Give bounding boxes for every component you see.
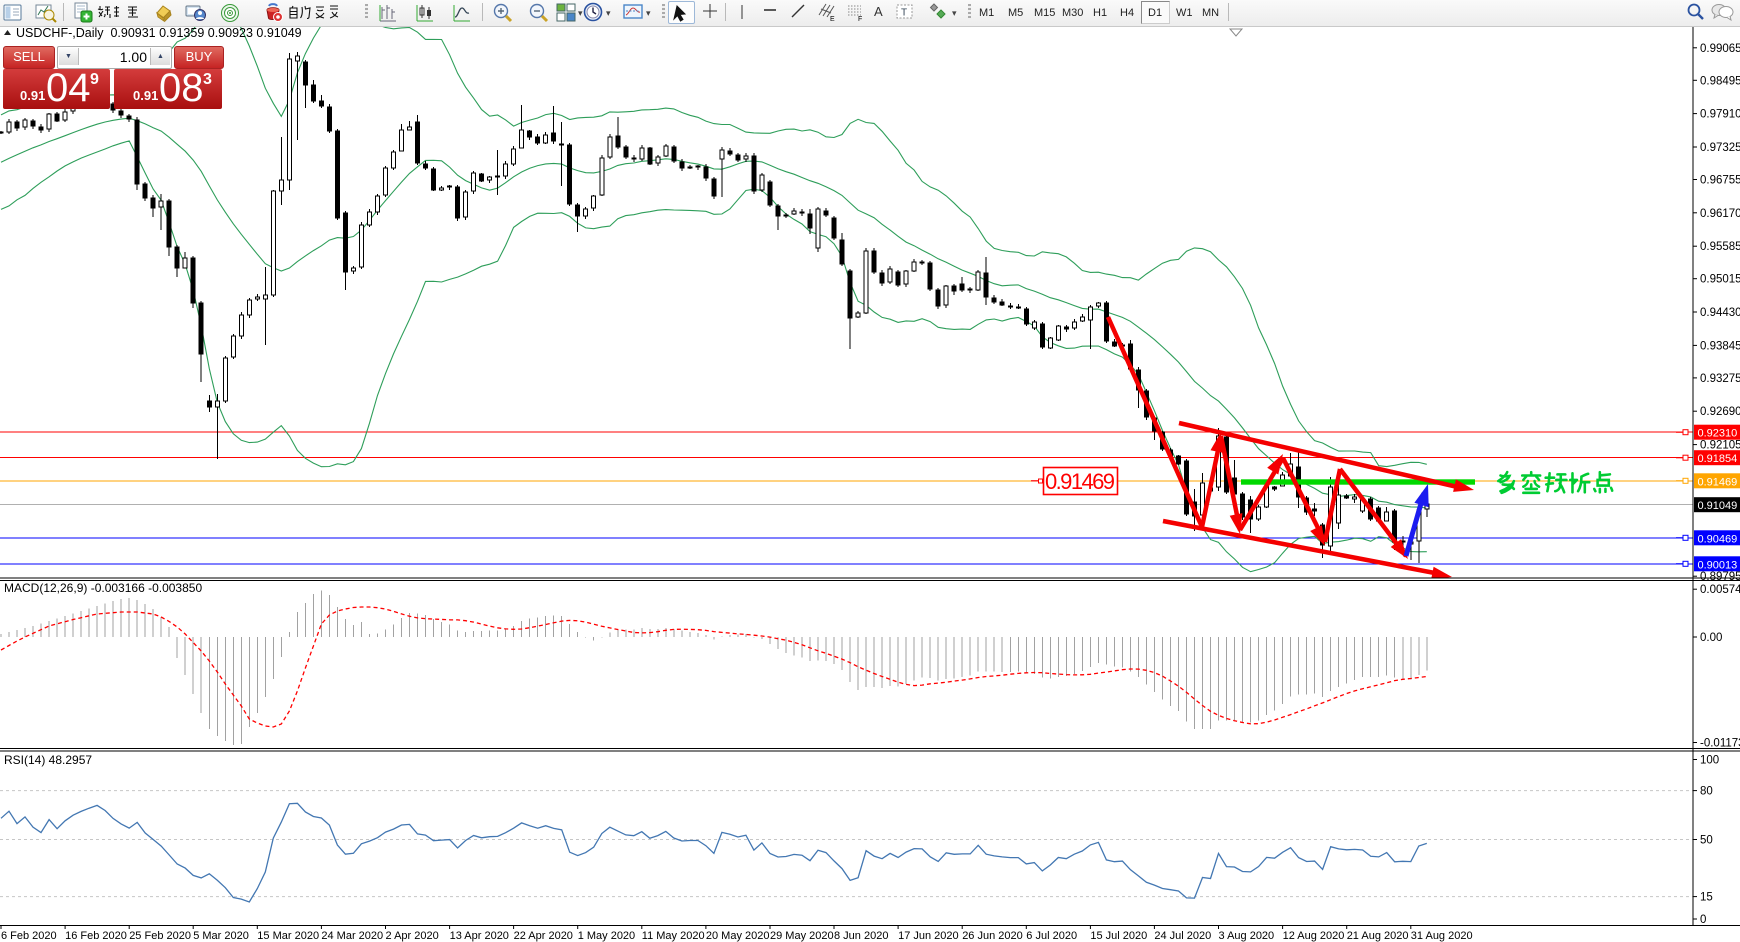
svg-text:1 May 2020: 1 May 2020	[578, 930, 635, 942]
svg-text:15 Mar 2020: 15 Mar 2020	[257, 930, 319, 942]
svg-text:0.95585: 0.95585	[1700, 241, 1740, 253]
svg-text:2 Apr 2020: 2 Apr 2020	[386, 930, 439, 942]
svg-text:0.96170: 0.96170	[1700, 208, 1740, 220]
svg-text:25 Feb 2020: 25 Feb 2020	[129, 930, 191, 942]
svg-text:0.91049: 0.91049	[1698, 500, 1738, 512]
svg-text:0.91854: 0.91854	[1698, 453, 1738, 465]
svg-text:0.96755: 0.96755	[1700, 175, 1740, 187]
svg-text:F: F	[858, 16, 862, 23]
svg-text:0: 0	[1700, 914, 1706, 926]
svg-text:20 May 2020: 20 May 2020	[706, 930, 770, 942]
svg-text:31 Aug 2020: 31 Aug 2020	[1411, 930, 1473, 942]
svg-text:0.93275: 0.93275	[1700, 373, 1740, 385]
svg-text:0.92310: 0.92310	[1698, 428, 1738, 440]
svg-text:0.91469: 0.91469	[1045, 469, 1115, 494]
svg-text:13 Apr 2020: 13 Apr 2020	[450, 930, 509, 942]
svg-text:50: 50	[1700, 835, 1713, 847]
svg-text:6 Jul 2020: 6 Jul 2020	[1026, 930, 1077, 942]
svg-text:3 Aug 2020: 3 Aug 2020	[1219, 930, 1275, 942]
svg-text:15: 15	[1700, 892, 1713, 904]
svg-text:5 Mar 2020: 5 Mar 2020	[193, 930, 249, 942]
svg-text:11 May 2020: 11 May 2020	[642, 930, 705, 942]
svg-text:29 May 2020: 29 May 2020	[770, 930, 834, 942]
svg-text:E: E	[830, 16, 835, 23]
svg-text:8 Jun 2020: 8 Jun 2020	[834, 930, 888, 942]
svg-text:0.97910: 0.97910	[1700, 109, 1740, 121]
svg-text:RSI(14) 48.2957: RSI(14) 48.2957	[4, 753, 92, 767]
svg-text:MACD(12,26,9) -0.003166 -0.003: MACD(12,26,9) -0.003166 -0.003850	[4, 581, 202, 595]
svg-text:0.92105: 0.92105	[1700, 440, 1740, 452]
svg-text:22 Apr 2020: 22 Apr 2020	[514, 930, 573, 942]
svg-text:15 Jul 2020: 15 Jul 2020	[1090, 930, 1147, 942]
svg-text:0.98495: 0.98495	[1700, 75, 1740, 87]
svg-text:0.91469: 0.91469	[1698, 476, 1738, 488]
svg-text:6 Feb 2020: 6 Feb 2020	[1, 930, 57, 942]
svg-text:0.99065: 0.99065	[1700, 43, 1740, 55]
svg-text:0.92690: 0.92690	[1700, 406, 1740, 418]
svg-text:17 Jun 2020: 17 Jun 2020	[898, 930, 959, 942]
svg-text:0.94430: 0.94430	[1700, 307, 1740, 319]
svg-text:26 Jun 2020: 26 Jun 2020	[962, 930, 1023, 942]
svg-text:0.93845: 0.93845	[1700, 340, 1740, 352]
svg-text:T: T	[901, 8, 907, 19]
svg-text:0.005744: 0.005744	[1700, 584, 1740, 596]
svg-text:0.90469: 0.90469	[1698, 533, 1738, 545]
svg-text:-0.011738: -0.011738	[1700, 738, 1740, 750]
svg-text:12 Aug 2020: 12 Aug 2020	[1283, 930, 1345, 942]
svg-text:16 Feb 2020: 16 Feb 2020	[65, 930, 127, 942]
svg-text:0.00: 0.00	[1700, 632, 1722, 644]
svg-text:80: 80	[1700, 786, 1713, 798]
svg-text:0.90013: 0.90013	[1698, 559, 1738, 571]
svg-text:100: 100	[1700, 755, 1719, 767]
svg-text:0.89795: 0.89795	[1700, 571, 1740, 583]
svg-text:USDCHF-,Daily 0.90931 0.91359: USDCHF-,Daily 0.90931 0.91359 0.90923 0.…	[16, 26, 302, 40]
svg-text:21 Aug 2020: 21 Aug 2020	[1347, 930, 1409, 942]
svg-text:0.97325: 0.97325	[1700, 142, 1740, 154]
svg-text:0.95015: 0.95015	[1700, 274, 1740, 286]
svg-text:24 Jul 2020: 24 Jul 2020	[1154, 930, 1211, 942]
svg-text:24 Mar 2020: 24 Mar 2020	[321, 930, 383, 942]
